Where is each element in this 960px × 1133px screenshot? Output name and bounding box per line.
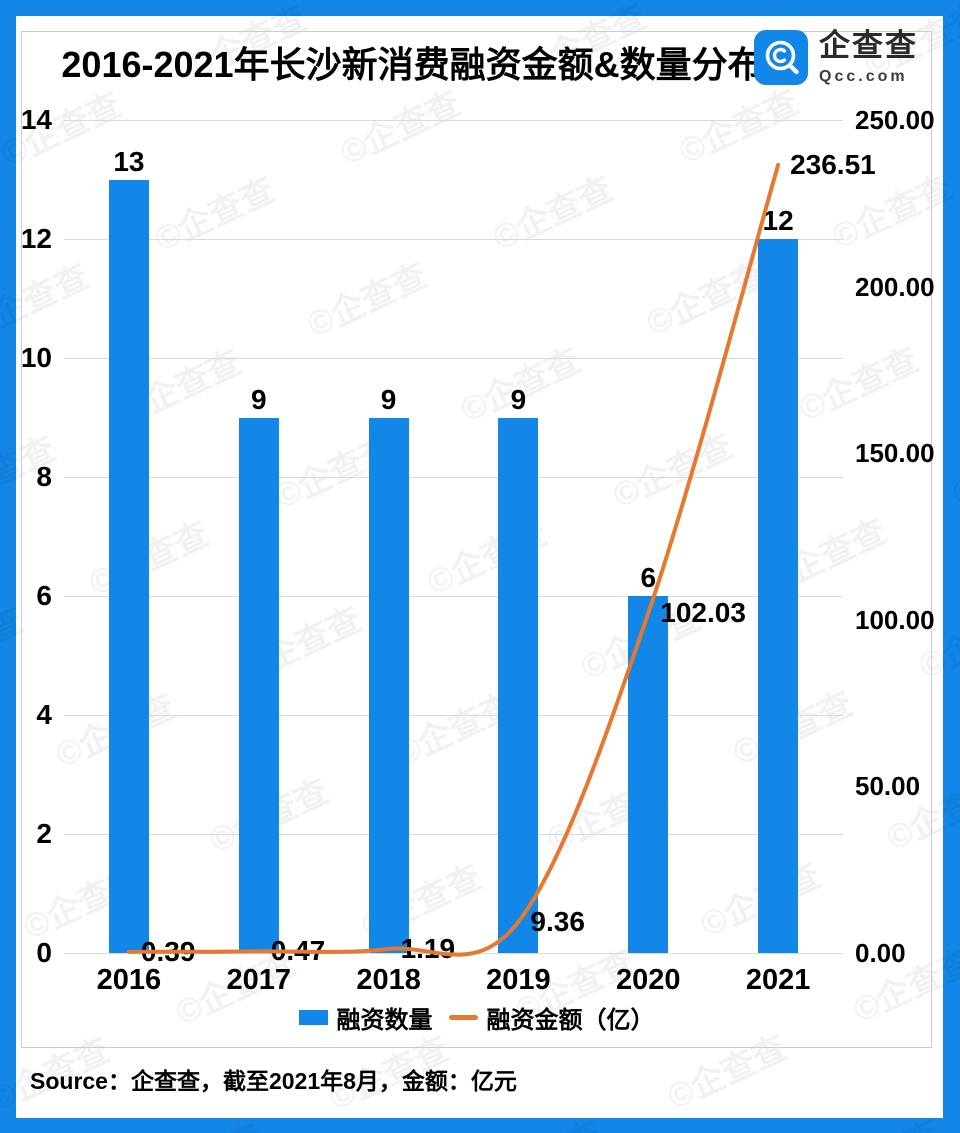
- y-axis-left-tick: 4: [36, 699, 52, 730]
- bar-2018: [368, 417, 409, 953]
- x-axis-label: 2017: [226, 964, 291, 996]
- y-axis-left-tick: 10: [20, 342, 52, 373]
- source-note: Source：企查查，截至2021年8月，金额：亿元: [30, 1068, 517, 1094]
- gridline: [64, 833, 843, 835]
- qcc-logo: 企查查 Qcc.com: [754, 28, 918, 86]
- line-value-label: 9.36: [530, 905, 585, 937]
- legend-line-label: 融资金额（亿）: [486, 1006, 655, 1034]
- x-axis-label: 2016: [96, 964, 162, 996]
- bar-value-label: 6: [640, 562, 657, 593]
- legend-bar-label: 融资数量: [336, 1006, 433, 1034]
- gridline: [64, 119, 843, 121]
- y-axis-left-tick: 6: [36, 580, 52, 611]
- gridline: [64, 357, 843, 359]
- x-axis-label: 2019: [486, 964, 551, 996]
- line-value-label: 1.19: [400, 933, 456, 965]
- bar-2016: [108, 179, 149, 953]
- legend-line-swatch: [448, 1014, 478, 1020]
- legend-item-bar-series: 融资数量: [298, 1000, 433, 1035]
- chart-title: 2016-2021年长沙新消费融资金额&数量分布: [61, 44, 764, 85]
- x-axis-label: 2021: [745, 964, 811, 996]
- bar-value-label: 13: [113, 145, 145, 177]
- x-axis-label: 2018: [356, 964, 421, 996]
- legend-item-line-series: 融资金额（亿）: [448, 1000, 655, 1035]
- line-value-label: 102.03: [660, 597, 746, 629]
- y-axis-left-tick: 8: [36, 461, 52, 492]
- y-axis-right-tick: 0.00: [855, 938, 906, 968]
- y-axis-left-tick: 12: [20, 223, 52, 254]
- bar-value-label: 12: [762, 205, 794, 236]
- y-axis-left-tick: 2: [36, 818, 52, 849]
- line-value-label: 236.51: [790, 148, 876, 180]
- line-value-label: 0.39: [140, 935, 196, 967]
- qcc-logo-icon: [754, 30, 808, 85]
- y-axis-right-tick: 150.00: [855, 438, 935, 469]
- line-value-label: 0.47: [270, 935, 326, 967]
- chart-card-border: [21, 31, 932, 1048]
- bar-value-label: 9: [510, 383, 527, 415]
- y-axis-right-tick: 100.00: [855, 604, 935, 635]
- y-axis-left-tick: 14: [20, 104, 52, 135]
- qcc-logo-brand-text: 企查查: [819, 28, 918, 63]
- qcc-logo-wordmark: 企查查 Qcc.com: [819, 28, 918, 86]
- y-axis-left-tick: 0: [36, 937, 52, 968]
- y-axis-right-tick: 200.00: [855, 271, 935, 302]
- bar-2017: [238, 417, 279, 953]
- bar-2020: [628, 596, 669, 953]
- bar-2021: [758, 239, 799, 953]
- bar-2019: [498, 417, 539, 953]
- qcc-logo-domain-text: Qcc.com: [819, 67, 908, 85]
- gridline: [64, 476, 843, 478]
- y-axis-right-tick: 50.00: [855, 771, 921, 802]
- gridline: [64, 238, 843, 240]
- bar-value-label: 9: [380, 383, 397, 415]
- gridline: [64, 714, 843, 716]
- y-axis-right-tick: 250.00: [855, 105, 935, 135]
- legend-bar-swatch: [298, 1009, 328, 1025]
- x-axis-label: 2020: [615, 964, 681, 996]
- bar-value-label: 9: [250, 383, 267, 415]
- chart-legend: 融资数量 融资金额（亿）: [21, 1000, 932, 1034]
